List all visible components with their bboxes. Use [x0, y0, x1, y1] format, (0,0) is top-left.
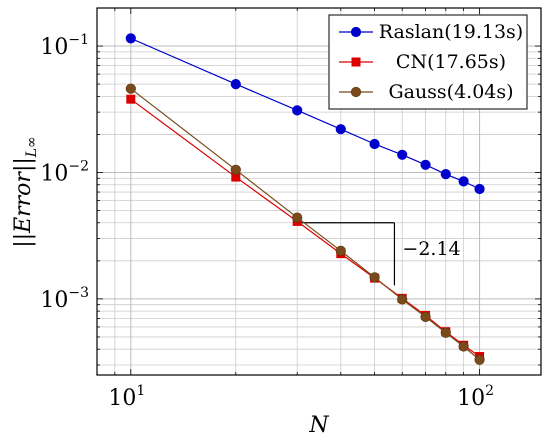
x-tick-label: 101	[108, 383, 145, 411]
data-point	[125, 83, 136, 94]
data-point	[458, 176, 469, 187]
y-tick-label: 10−2	[40, 158, 89, 186]
data-point	[125, 33, 136, 44]
series-line	[130, 37, 480, 190]
axis-ticks	[96, 7, 541, 375]
data-point	[440, 327, 451, 338]
x-axis-label: N	[308, 413, 329, 438]
legend-label: Gauss(4.04s)	[388, 81, 513, 103]
data-point	[458, 341, 469, 352]
slope-annotation: −2.14	[402, 238, 460, 260]
legend-marker	[351, 57, 361, 67]
data-point	[230, 79, 241, 90]
data-point	[335, 245, 346, 256]
data-point	[420, 311, 431, 323]
y-tick-label: 10−3	[40, 285, 89, 313]
plot-frame	[96, 7, 542, 376]
legend-item: CN(17.65s)	[339, 51, 506, 73]
legend-label: CN(17.65s)	[396, 51, 506, 73]
y-tick-labels: 10−1 10−2 10−3	[40, 32, 89, 313]
data-point	[420, 159, 431, 170]
data-point	[474, 354, 485, 365]
series-layer	[125, 33, 485, 365]
data-point	[231, 172, 241, 182]
data-point	[292, 212, 303, 223]
series-3	[125, 83, 485, 365]
series-line	[130, 88, 480, 361]
data-point	[397, 294, 408, 305]
data-point	[369, 138, 380, 150]
legend-label: Raslan(19.13s)	[379, 21, 523, 43]
x-tick-labels: 101 102	[108, 383, 494, 411]
data-point	[292, 105, 303, 116]
data-point	[230, 164, 241, 175]
series-1	[125, 33, 485, 195]
legend-item: Raslan(19.13s)	[339, 21, 523, 43]
legend-item: Gauss(4.04s)	[339, 81, 514, 103]
data-point	[397, 149, 408, 160]
data-point	[474, 183, 485, 195]
legend-marker	[350, 86, 362, 98]
data-point	[126, 94, 136, 104]
y-axis-label: ||Error||L∞	[11, 136, 40, 247]
data-point	[369, 272, 380, 283]
legend: Raslan(19.13s) CN(17.65s) Gauss(4.04s)	[328, 14, 528, 110]
legend-marker	[350, 26, 362, 38]
y-tick-label: 10−1	[40, 32, 89, 60]
data-point	[440, 169, 451, 180]
slope-triangle	[297, 222, 396, 286]
x-tick-label: 102	[457, 383, 494, 411]
data-point	[335, 124, 346, 135]
